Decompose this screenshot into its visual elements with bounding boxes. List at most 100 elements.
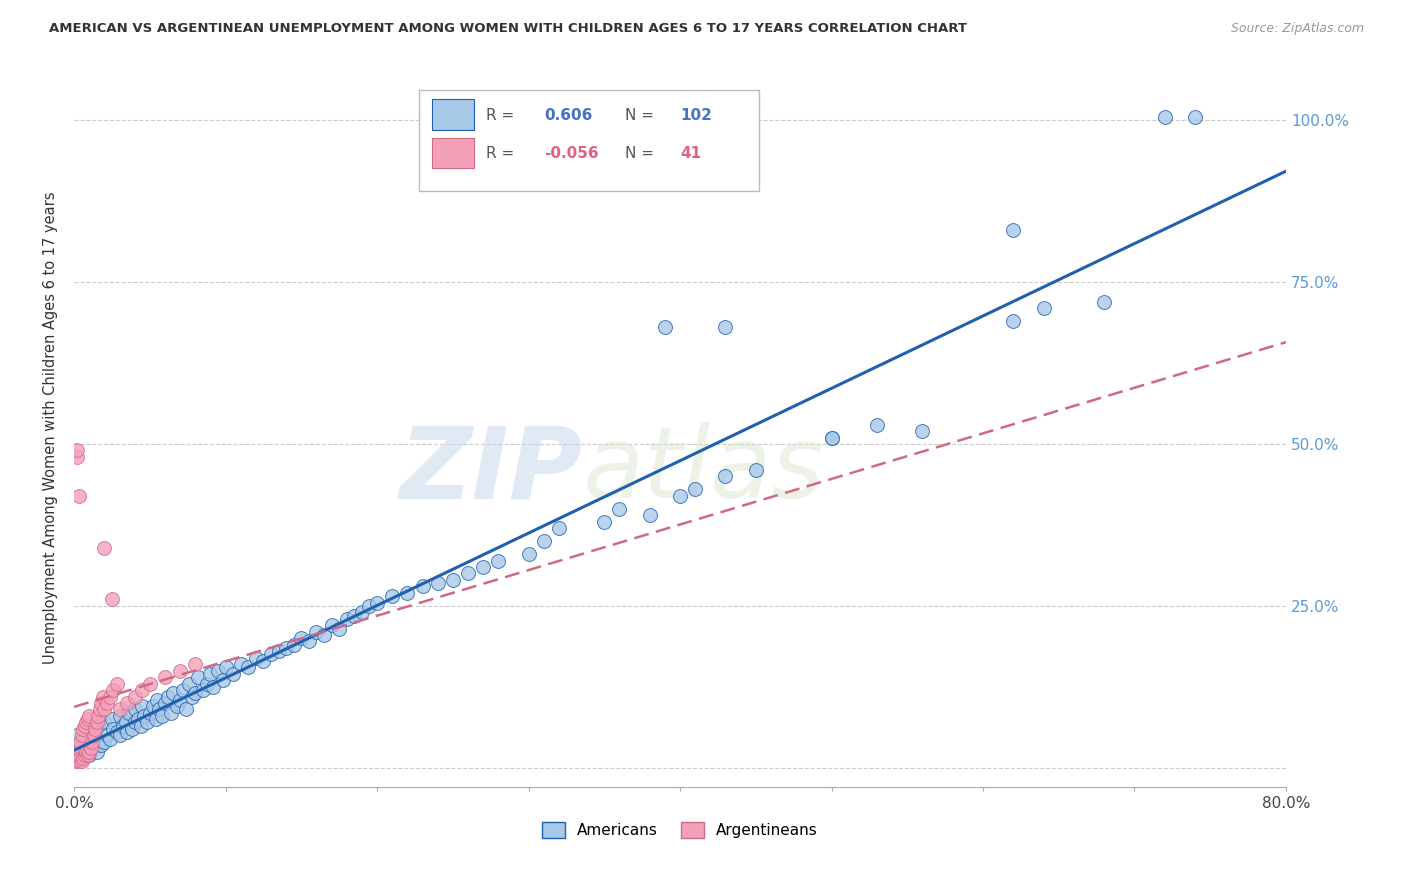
Point: [267, 644, 290, 658]
Point: [75, 731, 97, 746]
Point: [150, 709, 173, 723]
Point: [83, 728, 105, 742]
Point: [222, 666, 245, 681]
Point: [290, 632, 312, 646]
Point: [820, 431, 842, 445]
Point: [911, 424, 934, 438]
Point: [142, 699, 165, 714]
Point: [343, 608, 366, 623]
Point: [77, 722, 100, 736]
Point: [820, 431, 842, 445]
Point: [73, 747, 96, 762]
Point: [153, 670, 176, 684]
Point: [105, 676, 128, 690]
Point: [184, 686, 207, 700]
Point: [517, 547, 540, 561]
Point: [65, 754, 87, 768]
Point: [866, 417, 889, 432]
Point: [638, 508, 661, 523]
Point: [105, 725, 128, 739]
Point: [124, 715, 146, 730]
Point: [276, 640, 298, 655]
Text: -0.056: -0.056: [544, 145, 599, 161]
Point: [114, 715, 136, 730]
Point: [1002, 314, 1025, 328]
Point: [472, 560, 495, 574]
Point: [77, 745, 100, 759]
FancyBboxPatch shape: [432, 99, 474, 129]
Point: [328, 622, 350, 636]
Point: [305, 624, 328, 639]
Point: [69, 751, 91, 765]
Point: [1032, 301, 1054, 315]
Point: [166, 699, 188, 714]
Point: [132, 709, 155, 723]
Point: [90, 696, 112, 710]
Point: [66, 450, 89, 464]
Point: [252, 654, 274, 668]
Point: [426, 576, 449, 591]
Point: [111, 718, 134, 732]
Point: [1002, 223, 1025, 237]
Point: [593, 515, 616, 529]
Point: [76, 747, 98, 762]
Point: [66, 728, 89, 742]
Point: [101, 712, 124, 726]
Point: [139, 706, 162, 720]
Point: [172, 683, 194, 698]
Point: [1184, 110, 1206, 124]
Point: [115, 725, 138, 739]
Point: [146, 692, 169, 706]
Point: [84, 722, 107, 736]
Point: [336, 612, 359, 626]
Y-axis label: Unemployment Among Women with Children Ages 6 to 17 years: Unemployment Among Women with Children A…: [44, 192, 58, 664]
Text: N =: N =: [626, 145, 659, 161]
Point: [312, 628, 335, 642]
Legend: Americans, Argentineans: Americans, Argentineans: [536, 816, 824, 844]
Point: [67, 741, 90, 756]
Point: [75, 745, 97, 759]
Point: [115, 696, 138, 710]
Point: [547, 521, 569, 535]
Point: [66, 747, 89, 762]
Point: [100, 731, 122, 746]
Point: [533, 534, 555, 549]
Point: [77, 709, 100, 723]
Point: [381, 589, 404, 603]
Point: [67, 754, 90, 768]
Point: [298, 634, 321, 648]
Point: [179, 676, 201, 690]
Point: [238, 660, 260, 674]
Point: [121, 722, 143, 736]
Point: [211, 673, 233, 688]
Point: [87, 709, 110, 723]
Text: ZIP: ZIP: [401, 423, 583, 519]
Point: [129, 718, 152, 732]
Point: [283, 638, 305, 652]
Point: [654, 320, 676, 334]
Point: [350, 605, 373, 619]
Point: [148, 702, 170, 716]
Point: [745, 463, 768, 477]
Point: [131, 699, 153, 714]
Point: [108, 728, 131, 742]
Point: [714, 469, 737, 483]
Point: [89, 702, 111, 716]
Point: [117, 706, 139, 720]
Point: [80, 741, 103, 756]
Point: [103, 683, 125, 698]
Point: [669, 489, 692, 503]
Point: [108, 709, 131, 723]
Point: [229, 657, 252, 672]
Point: [93, 735, 115, 749]
Point: [135, 715, 157, 730]
Point: [181, 690, 204, 704]
Point: [366, 596, 388, 610]
Text: Source: ZipAtlas.com: Source: ZipAtlas.com: [1230, 22, 1364, 36]
Point: [127, 712, 149, 726]
Text: N =: N =: [626, 108, 659, 123]
Point: [73, 718, 96, 732]
Point: [197, 676, 219, 690]
Point: [245, 650, 267, 665]
Point: [87, 718, 110, 732]
